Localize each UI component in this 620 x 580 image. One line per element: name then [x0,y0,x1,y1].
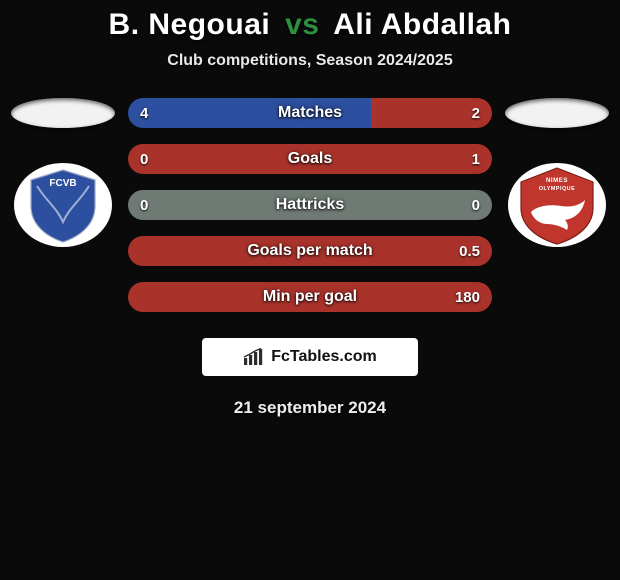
stat-bar: 00Hattricks [128,190,492,220]
brand-badge: FcTables.com [202,338,418,376]
right-ellipse [505,98,609,128]
bar-right-segment [128,144,492,174]
subtitle: Club competitions, Season 2024/2025 [0,52,620,70]
stat-bar: 180Min per goal [128,282,492,312]
bar-right-segment [128,282,492,312]
stat-bar: 0.5Goals per match [128,236,492,266]
bar-neutral-segment [128,190,492,220]
brand-text: FcTables.com [271,348,377,366]
right-side: NIMES OLYMPIQUE [502,98,612,248]
bar-right-segment [128,236,492,266]
bar-track [128,98,492,128]
left-side: FCVB [8,98,118,248]
player1-name: B. Negouai [109,8,271,41]
stat-bar: 42Matches [128,98,492,128]
right-badge-svg: NIMES OLYMPIQUE [507,162,607,248]
left-badge-svg: FCVB [13,162,113,248]
right-team-badge: NIMES OLYMPIQUE [507,162,607,248]
bar-left-segment [128,98,371,128]
svg-text:OLYMPIQUE: OLYMPIQUE [539,186,575,192]
comparison-card: B. Negouai vs Ali Abdallah Club competit… [0,0,620,418]
date-label: 21 september 2024 [0,398,620,418]
left-team-badge: FCVB [13,162,113,248]
stat-bar: 01Goals [128,144,492,174]
left-ellipse [11,98,115,128]
bar-right-segment [371,98,492,128]
page-title: B. Negouai vs Ali Abdallah [0,8,620,42]
main-row: FCVB 42Matches 01Goals 00Hattricks 0.5Goals… [0,98,620,312]
stat-bars: 42Matches 01Goals 00Hattricks 0.5Goals per … [118,98,502,312]
bar-track [128,190,492,220]
vs-label: vs [285,8,319,41]
svg-text:NIMES: NIMES [546,177,568,184]
bar-track [128,236,492,266]
bar-track [128,144,492,174]
brand-chart-icon [243,348,265,366]
bar-track [128,282,492,312]
player2-name: Ali Abdallah [333,8,511,41]
svg-text:FCVB: FCVB [49,178,76,189]
